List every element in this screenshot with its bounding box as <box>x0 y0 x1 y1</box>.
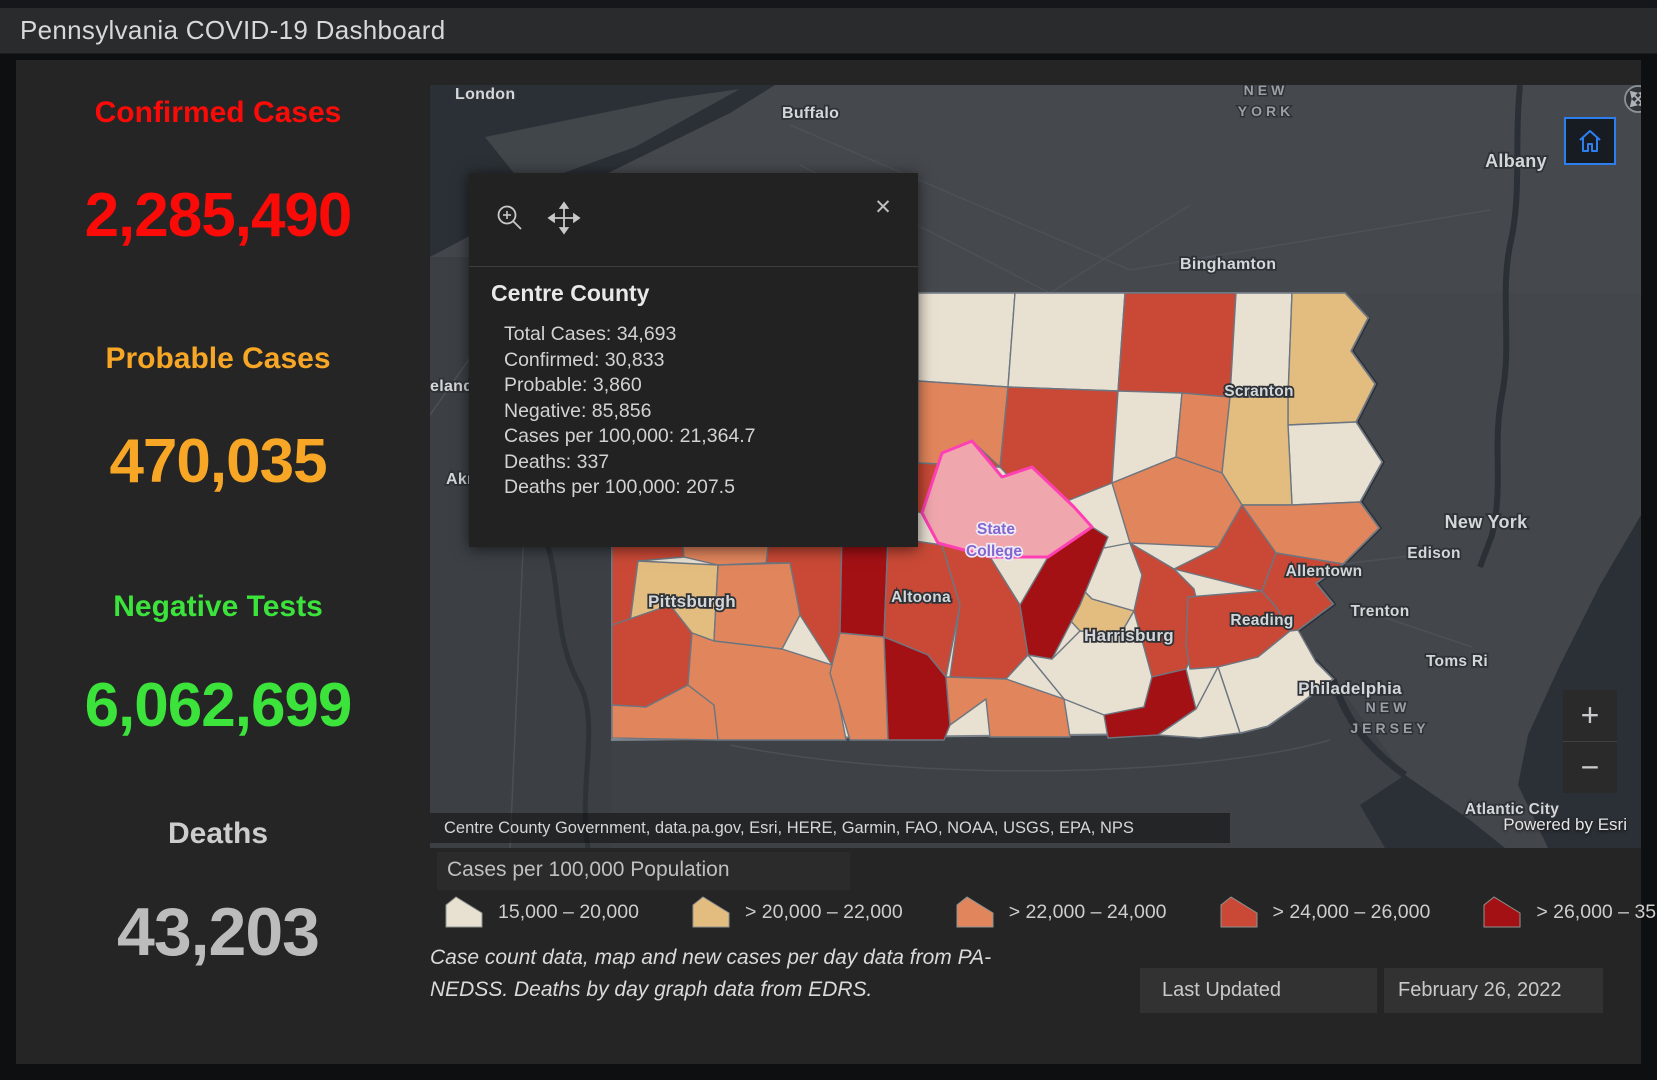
confirmed-cases-label: Confirmed Cases <box>94 96 342 129</box>
home-button[interactable] <box>1564 117 1616 165</box>
city-label-binghamton: Binghamton <box>1180 256 1276 273</box>
legend-swatch-5 <box>1483 896 1521 928</box>
city-label-london: London <box>455 86 515 103</box>
legend-swatch-4 <box>1220 896 1258 928</box>
legend-item: > 22,000 – 24,000 <box>955 895 1167 929</box>
legend-item: > 24,000 – 26,000 <box>1219 895 1431 929</box>
city-label-state-college-line2: College <box>966 543 1022 560</box>
zoom-out-button[interactable]: − <box>1580 749 1600 785</box>
app-header: Pennsylvania COVID-19 Dashboard <box>0 8 1657 54</box>
legend-label: > 20,000 – 22,000 <box>744 900 903 923</box>
last-updated-value: February 26, 2022 <box>1384 968 1603 1013</box>
map-popup: Centre County Total Cases: 34,693 Confir… <box>469 173 918 547</box>
esri-credit: Powered by Esri <box>1503 815 1627 834</box>
confirmed-cases-value: 2,285,490 <box>84 181 353 250</box>
legend-swatch-1 <box>445 896 483 928</box>
legend: 15,000 – 20,000 > 20,000 – 22,000 > 22,0… <box>444 895 1657 929</box>
state-label-new-york-line2: YORK <box>1238 103 1294 119</box>
zoom-divider <box>1563 741 1617 742</box>
city-label-scranton: Scranton <box>1224 383 1294 400</box>
city-label-altoona: Altoona <box>891 589 951 606</box>
legend-label: > 24,000 – 26,000 <box>1272 900 1431 923</box>
legend-swatch-2 <box>692 896 730 928</box>
water-shapes <box>430 85 1641 848</box>
state-label-new-jersey-line1: NEW <box>1366 699 1411 715</box>
city-label-buffalo: Buffalo <box>782 105 839 122</box>
negative-tests-label: Negative Tests <box>113 590 323 623</box>
legend-swatch-3 <box>956 896 994 928</box>
popup-stat-cases-per-100k: Cases per 100,000: 21,364.7 <box>504 425 756 447</box>
popup-stat-negative: Negative: 85,856 <box>504 399 652 422</box>
popup-stat-deaths: Deaths: 337 <box>504 450 610 473</box>
city-label-toms-river: Toms Ri <box>1426 653 1488 670</box>
deaths-label: Deaths <box>167 817 269 850</box>
centre-county-highlight[interactable] <box>920 439 1094 559</box>
map-attribution: Centre County Government, data.pa.gov, E… <box>430 813 1230 843</box>
last-updated: Last Updated February 26, 2022 <box>1140 968 1603 1013</box>
city-label-philadelphia: Philadelphia <box>1298 679 1402 698</box>
popup-stat-confirmed: Confirmed: 30,833 <box>504 348 665 371</box>
popup-stat-total-cases: Total Cases: 34,693 <box>504 323 677 345</box>
city-label-allentown: Allentown <box>1286 563 1363 580</box>
deaths-value: 43,203 <box>117 894 320 970</box>
legend-label: > 26,000 – 35,000 <box>1536 900 1657 923</box>
last-updated-label: Last Updated <box>1140 968 1377 1013</box>
legend-title: Cases per 100,000 Population <box>437 852 850 890</box>
legend-label: > 22,000 – 24,000 <box>1008 900 1167 923</box>
city-label-cleveland-partial: Cleveland <box>430 378 473 395</box>
map-city-labels: London Buffalo Binghamton NEW YORK Alban… <box>430 85 1561 820</box>
window-top-strip <box>0 0 1657 8</box>
pan-icon[interactable] <box>547 201 581 235</box>
popup-stat-probable: Probable: 3,860 <box>504 374 642 396</box>
zoom-control: + − <box>1563 690 1617 793</box>
city-label-atlantic-city: Atlantic City <box>1465 801 1559 818</box>
legend-label: 15,000 – 20,000 <box>498 900 639 923</box>
city-label-edison: Edison <box>1407 545 1460 562</box>
city-label-albany: Albany <box>1485 151 1547 171</box>
source-note: Case count data, map and new cases per d… <box>430 946 992 1001</box>
probable-cases-label: Probable Cases <box>105 342 331 375</box>
popup-stat-deaths-per-100k: Deaths per 100,000: 207.5 <box>504 476 735 498</box>
zoom-to-icon[interactable] <box>493 201 527 235</box>
close-icon[interactable]: ✕ <box>874 196 892 219</box>
page-title: Pennsylvania COVID-19 Dashboard <box>20 15 446 45</box>
state-label-new-jersey-line2: JERSEY <box>1350 720 1429 736</box>
legend-item: > 26,000 – 35,000 <box>1482 895 1657 929</box>
city-label-harrisburg: Harrisburg <box>1084 626 1174 645</box>
city-label-pittsburgh: Pittsburgh <box>648 592 736 611</box>
state-label-new-york-line1: NEW <box>1244 85 1289 98</box>
legend-item: > 20,000 – 22,000 <box>691 895 903 929</box>
popup-content: Centre County Total Cases: 34,693 Confir… <box>469 267 918 501</box>
probable-cases-value: 470,035 <box>109 427 327 496</box>
popup-title: Centre County <box>491 280 650 306</box>
city-label-reading: Reading <box>1230 612 1293 629</box>
popup-stats: Total Cases: 34,693 Confirmed: 30,833 Pr… <box>491 322 896 501</box>
city-label-state-college-line1: State <box>977 521 1015 538</box>
legend-item: 15,000 – 20,000 <box>444 895 639 929</box>
city-label-trenton: Trenton <box>1351 603 1410 620</box>
negative-tests-value: 6,062,699 <box>84 671 353 740</box>
expand-icon[interactable] <box>1622 85 1641 115</box>
home-icon <box>1579 130 1601 152</box>
popup-toolbar <box>469 173 918 267</box>
city-label-new-york-city: New York <box>1445 512 1528 532</box>
map-container[interactable]: London Buffalo Binghamton NEW YORK Alban… <box>430 85 1641 848</box>
zoom-in-button[interactable]: + <box>1580 697 1600 733</box>
